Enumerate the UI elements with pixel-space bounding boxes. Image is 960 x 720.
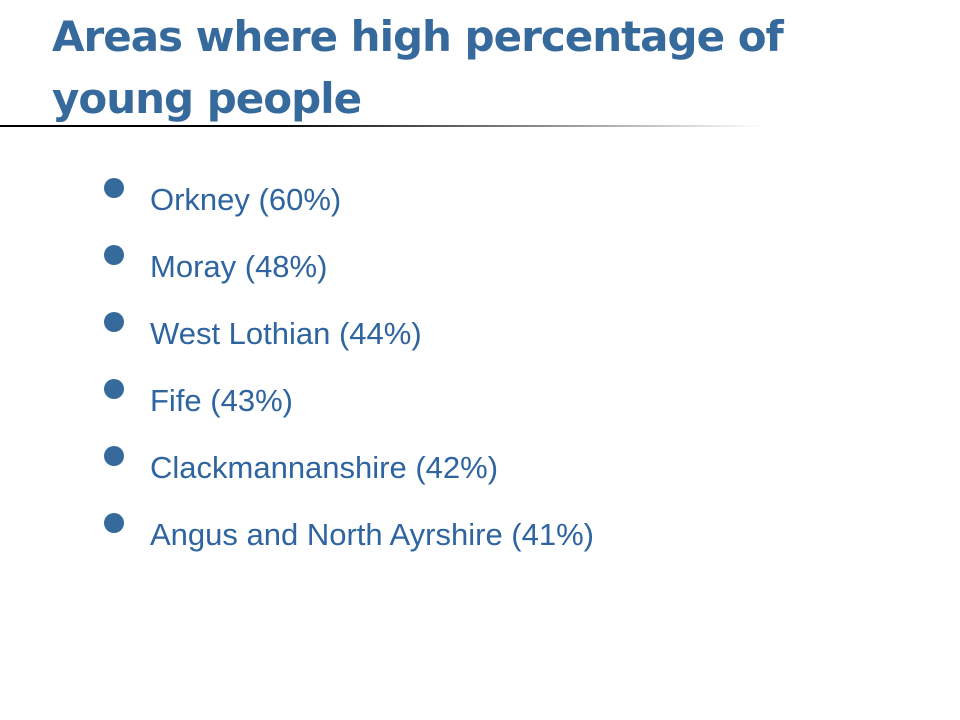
bullet-icon	[104, 446, 124, 466]
bullet-icon	[104, 245, 124, 265]
item-label: Fife (43%)	[150, 383, 293, 418]
item-label: Angus and North Ayrshire (41%)	[150, 517, 594, 552]
slide-title: Areas where high percentage of young peo…	[52, 12, 784, 123]
title-divider	[0, 125, 765, 127]
bullet-icon	[104, 178, 124, 198]
item-label: West Lothian (44%)	[150, 316, 422, 351]
item-label: Orkney (60%)	[150, 182, 342, 217]
item-label: Moray (48%)	[150, 249, 328, 284]
bullet-icon	[104, 513, 124, 533]
item-label: Clackmannanshire (42%)	[150, 450, 499, 485]
bullet-icon	[104, 312, 124, 332]
bullet-icon	[104, 379, 124, 399]
